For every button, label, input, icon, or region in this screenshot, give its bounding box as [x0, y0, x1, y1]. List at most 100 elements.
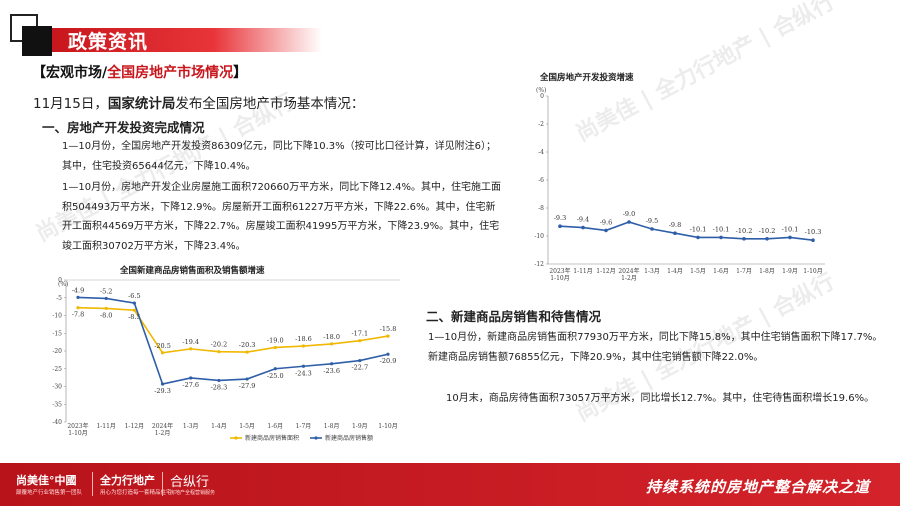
data-point	[160, 382, 165, 386]
y-tick-label: -12	[534, 261, 544, 268]
y-tick-label: -20	[52, 348, 62, 355]
data-point	[558, 224, 562, 228]
x-tick-label: 2024年	[152, 422, 173, 430]
y-tick-label: -2	[538, 121, 544, 128]
x-tick-label: 1-10月	[803, 268, 822, 275]
investment-growth-chart: 全国房地产开发投资增速 (%)0 -2 -4 -6 -8 -10 -12 -9.3 -9.4 -9.…	[534, 72, 825, 282]
data-label: -19.0	[267, 336, 284, 344]
x-tick-label: 1-12月	[596, 268, 615, 275]
data-point	[627, 220, 631, 224]
data-point	[132, 308, 136, 312]
y-tick-label: -25	[52, 366, 62, 373]
data-point	[330, 342, 334, 346]
x-tick-label: 1-10月	[550, 275, 569, 282]
data-point	[673, 231, 677, 235]
x-tick-label: 1-11月	[573, 268, 592, 275]
y-tick-label: -10	[52, 313, 62, 320]
data-point	[301, 364, 306, 368]
x-tick-label: 1-11月	[96, 423, 115, 430]
y-tick-label: -5	[56, 295, 62, 302]
footer-divider	[92, 472, 93, 496]
data-label: -18.0	[323, 333, 340, 341]
footer-logo-quanlixing: 全力行地产	[100, 474, 155, 487]
data-point	[742, 237, 746, 241]
data-point	[273, 367, 277, 371]
chart-title: 全国新建商品房销售面积及销售额增速	[119, 265, 265, 276]
part1-para1: 1—10月份，全国房地产开发投资86309亿元，同比下降10.3%（按可比口径计…	[62, 141, 497, 172]
legend-marker	[314, 436, 318, 440]
x-tick-label: 1-8月	[759, 268, 775, 275]
chart-title: 全国房地产开发投资增速	[539, 72, 634, 83]
footer-sub-shangmeijia: 颠覆地产行业销售第一团队	[16, 490, 83, 496]
y-tick-label: 0	[540, 93, 544, 100]
data-label: -9.4	[577, 216, 590, 224]
intro-prefix: 11月15日，	[33, 96, 108, 112]
data-label: -8.0	[100, 311, 113, 319]
data-label: -9.8	[669, 221, 682, 229]
data-point	[765, 237, 769, 241]
x-tick-label: 1-9月	[352, 423, 368, 430]
x-tick-label: 1-8月	[324, 423, 340, 430]
section-title: 【宏观市场/全国房地产市场情况】	[32, 62, 247, 82]
data-point	[245, 377, 249, 381]
part1-para2: 1—10月份，房地产开发企业房屋施工面积720660万平方米，同比下降12.4%…	[62, 182, 502, 252]
footer-logo-shangmeijia: 尚美佳°中國	[16, 474, 77, 487]
data-label: -20.3	[239, 341, 256, 349]
intro-line: 11月15日，国家统计局发布全国房地产市场基本情况：	[33, 92, 364, 112]
data-label: -23.6	[323, 367, 340, 375]
data-point	[217, 378, 221, 383]
data-label: -28.3	[211, 383, 228, 391]
data-label: -6.5	[128, 292, 141, 300]
intro-suffix: 发布全国房地产市场基本情况：	[175, 96, 365, 112]
data-point	[245, 350, 249, 354]
data-label: -27.9	[239, 382, 256, 390]
data-point	[581, 225, 585, 230]
x-tick-label: 1-6月	[267, 423, 283, 430]
x-tick-label: 1-6月	[713, 268, 729, 275]
data-label: -10.2	[736, 227, 753, 235]
y-tick-label: -6	[538, 177, 544, 184]
x-tick-label: 1-9月	[782, 268, 798, 275]
data-label: -18.6	[295, 335, 312, 343]
data-label: -27.6	[182, 381, 199, 389]
footer-divider	[162, 472, 163, 496]
bracket-close: 】	[233, 65, 248, 81]
y-tick-label: -4	[538, 149, 544, 156]
data-point	[301, 344, 306, 348]
data-point	[160, 351, 165, 355]
page-title: 政策资讯	[68, 31, 149, 53]
data-point	[104, 306, 108, 310]
part2-heading: 二、新建商品房销售和待售情况	[426, 309, 602, 324]
data-point	[76, 295, 80, 299]
x-tick-label: 2023年	[549, 267, 570, 275]
data-point	[604, 228, 608, 233]
data-label: -9.3	[554, 214, 567, 222]
section-title-part1: 宏观市场/	[46, 65, 108, 81]
y-tick-label: -35	[52, 401, 62, 408]
y-tick-label: 0	[58, 277, 62, 284]
data-point	[132, 301, 136, 305]
data-label: -9.6	[600, 218, 613, 226]
data-point	[76, 306, 80, 310]
x-tick-label: 1-7月	[296, 423, 312, 430]
data-label: -10.1	[690, 225, 707, 233]
data-label: -4.9	[72, 286, 85, 294]
data-point	[358, 358, 362, 363]
data-label: -7.8	[72, 311, 85, 319]
data-label: -5.2	[100, 287, 113, 295]
part1-heading: 一、房地产开发投资完成情况	[42, 120, 205, 135]
data-point	[189, 347, 193, 351]
part2-para1: 1—10月份，新建商品房销售面积77930万平方米，同比下降15.8%，其中住宅…	[428, 332, 883, 363]
data-label: -15.8	[380, 325, 397, 333]
x-tick-label: 2023年	[67, 422, 88, 430]
footer-logo-hezongxing: 合纵行	[170, 475, 210, 490]
footer-slogan: 持续系统的房地产整合解决之道	[645, 478, 870, 496]
data-label: -19.4	[182, 338, 199, 346]
legend-label: 新建商品房销售额	[325, 434, 373, 442]
x-tick-label: 1-10月	[68, 430, 87, 437]
data-label: -24.3	[295, 369, 312, 377]
series-line-2	[77, 296, 389, 385]
footer-sub-quanlixing: 用心为您打造每一套精品住宅	[100, 490, 172, 496]
data-point	[386, 352, 390, 356]
data-point	[788, 235, 792, 240]
